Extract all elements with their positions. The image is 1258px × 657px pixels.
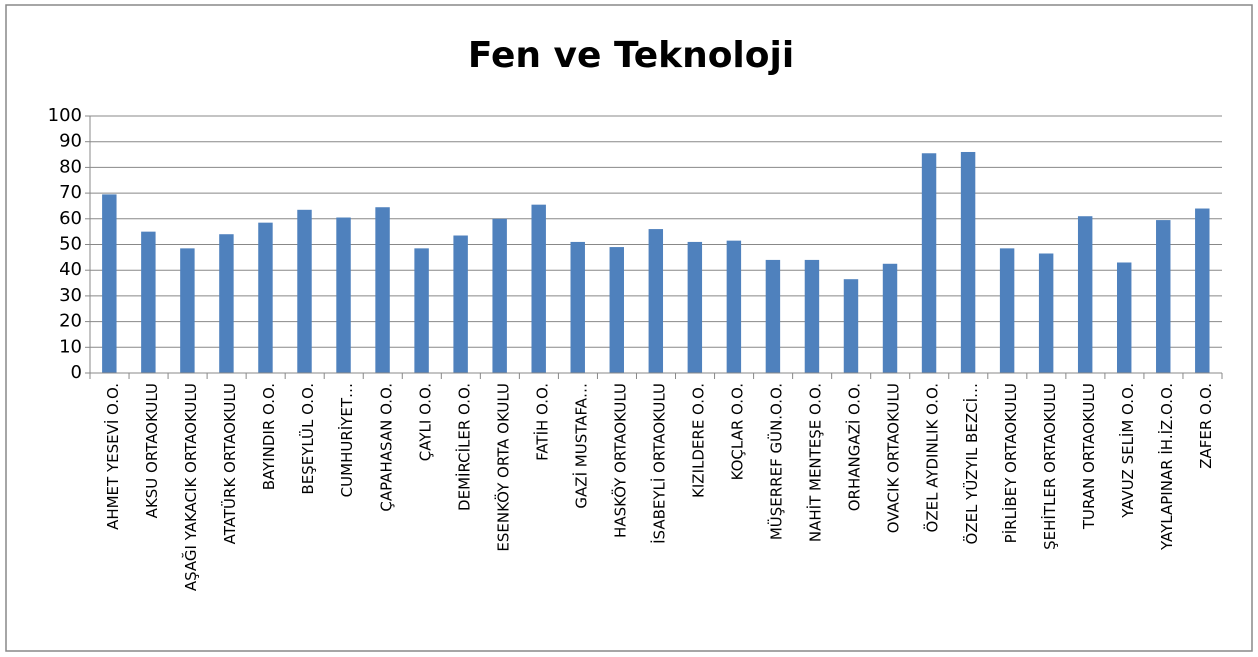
x-tick-label: BEŞEYLÜL O.O.: [298, 383, 317, 495]
bar: [531, 204, 546, 373]
x-tick-label: TURAN ORTAOKULU: [1080, 383, 1098, 530]
x-tick-label: KOÇLAR O.O.: [729, 383, 747, 480]
bar: [180, 248, 195, 373]
y-tick-label: 70: [59, 182, 82, 203]
bar: [609, 247, 624, 373]
x-tick-label: KIZILDERE O.O.: [690, 383, 708, 498]
y-tick-label: 30: [59, 285, 82, 306]
x-tick-label: ÇAPAHASAN O.O.: [377, 383, 395, 512]
bar: [102, 194, 117, 373]
x-tick-label: AŞAĞI YAKACIK ORTAOKULU: [181, 383, 200, 591]
x-tick-label: AHMET YESEVİ O.O.: [103, 383, 122, 530]
chart-title: Fen ve Teknoloji: [468, 35, 794, 76]
bar: [960, 151, 976, 373]
bar: [726, 240, 742, 373]
x-tick-label: HASKÖY ORTAOKULU: [610, 383, 629, 538]
y-tick-label: 20: [59, 311, 82, 332]
bar: [414, 248, 429, 373]
x-tick-label: ATATÜRK ORTAOKULU: [220, 383, 239, 544]
bar: [765, 259, 781, 373]
bar: [1195, 208, 1210, 373]
bar: [687, 241, 703, 373]
bar: [999, 248, 1015, 373]
x-tick-label: ÖZEL YÜZYIL BEZCİ…: [962, 383, 981, 545]
bar: [1156, 220, 1171, 373]
x-tick-label: ESENKÖY ORTA OKULU: [493, 383, 512, 552]
x-tick-label: ÇAYLI O.O.: [416, 383, 434, 461]
y-tick-label: 10: [59, 336, 82, 357]
bar: [375, 207, 390, 373]
y-tick-label: 100: [48, 105, 82, 126]
bar: [336, 217, 351, 373]
y-tick-label: 80: [59, 156, 82, 177]
bar: [1116, 262, 1132, 373]
bar: [843, 279, 859, 373]
x-tick-label: OVACIK ORTAOKULU: [885, 383, 903, 533]
x-tick-label: YAYLAPINAR İH.İZ.O.O.: [1157, 383, 1176, 551]
x-tick-label: DEMİRCİLER O.O.: [454, 383, 473, 511]
x-tick-label: CUMHURİYET…: [337, 383, 356, 497]
y-tick-label: 40: [59, 259, 82, 280]
bar: [570, 241, 585, 373]
x-tick-label: MÜŞERREF GÜN.O.O.: [767, 383, 786, 540]
x-tick-label: FATİH O.O.: [532, 383, 551, 461]
x-tick-label: BAYINDIR O.O.: [260, 383, 278, 490]
y-tick-label: 0: [71, 362, 82, 383]
bar: [921, 153, 937, 373]
bar: [804, 259, 820, 373]
bar: [1077, 216, 1093, 373]
bar: [297, 209, 312, 373]
x-tick-label: NAHİT MENTEŞE O.O.: [806, 383, 825, 542]
bar: [219, 234, 234, 373]
x-tick-label: ORHANGAZİ O.O.: [845, 383, 864, 511]
x-tick-label: PİRLİBEY ORTAOKULU: [1001, 383, 1020, 543]
x-tick-label: İSABEYLİ ORTAOKULU: [650, 383, 669, 544]
x-tick-label: ÖZEL AYDINLIK O.O.: [923, 383, 942, 532]
bar: [648, 229, 664, 373]
bar: [453, 235, 468, 373]
bar: [141, 231, 156, 373]
x-tick-label: ŞEHİTLER ORTAOKULU: [1040, 383, 1059, 550]
y-tick-label: 90: [59, 131, 82, 152]
bar: [882, 263, 898, 373]
bar: [492, 218, 507, 373]
x-tick-label: AKSU ORTAOKULU: [143, 383, 161, 518]
y-tick-label: 60: [59, 208, 82, 229]
x-tick-label: GAZİ MUSTAFA…: [571, 383, 590, 509]
x-tick-label: ZAFER O.O.: [1197, 383, 1215, 469]
bar: [1038, 253, 1054, 373]
y-tick-label: 50: [59, 234, 82, 255]
bar: [258, 222, 273, 373]
x-tick-label: YAVUZ SELİM O.O.: [1118, 383, 1137, 519]
